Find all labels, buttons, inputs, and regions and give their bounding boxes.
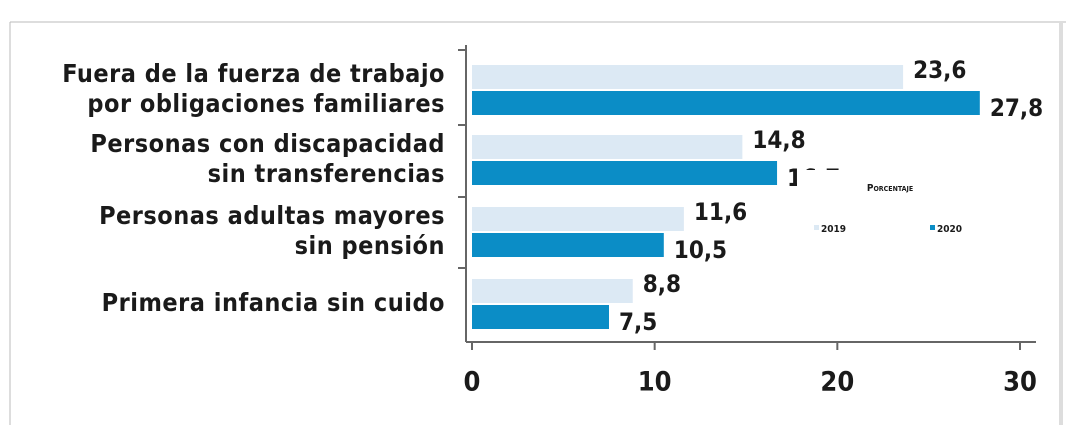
category-label: Personas con discapacidad [90,129,445,158]
legend-swatch [814,225,819,230]
category-label: Personas adultas mayores [99,201,445,230]
category-label: Fuera de la fuerza de trabajo [62,59,445,88]
legend-box [797,170,997,252]
x-tick-label: 30 [1003,367,1037,398]
category-label: sin pensión [295,231,445,260]
bar [472,233,664,257]
bar [472,91,980,115]
legend-title: Porcentaje [867,183,913,194]
bar [472,279,633,303]
legend-label: 2020 [937,224,962,235]
x-tick-label: 20 [820,367,854,398]
value-label: 14,8 [752,126,805,154]
value-label: 27,8 [990,94,1043,122]
legend-label: 2019 [821,224,846,235]
x-tick-label: 10 [638,367,672,398]
bar [472,161,778,185]
value-label: 10,5 [674,236,727,264]
bar [472,135,743,159]
category-label: Primera infancia sin cuido [102,288,445,317]
value-label: 11,6 [694,198,747,226]
bar [472,207,684,231]
bar [472,305,609,329]
value-label: 7,5 [619,308,657,336]
legend-swatch [930,225,935,230]
value-label: 8,8 [643,270,681,298]
category-label: sin transferencias [208,159,445,188]
x-tick-label: 0 [464,367,481,398]
bar [472,65,904,89]
category-label: por obligaciones familiares [87,89,445,118]
value-label: 23,6 [913,56,966,84]
